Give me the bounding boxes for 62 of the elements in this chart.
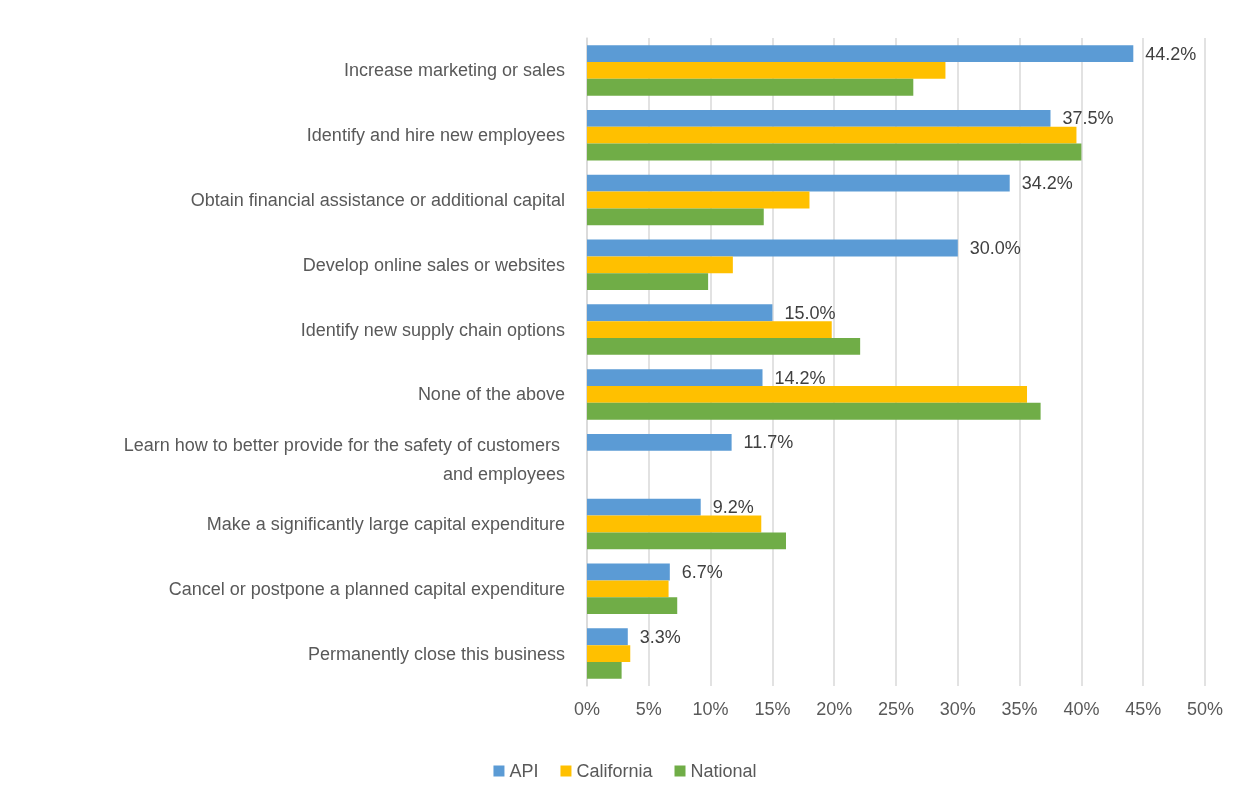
data-label: 11.7% xyxy=(743,432,794,453)
bar xyxy=(587,273,709,291)
x-tick-label: 30% xyxy=(939,699,976,719)
bar xyxy=(587,61,946,79)
legend-label: California xyxy=(576,761,654,781)
bar xyxy=(587,239,958,257)
legend-label: National xyxy=(690,761,757,781)
data-label: 30.0% xyxy=(969,237,1021,258)
bar xyxy=(587,385,1028,403)
bar xyxy=(587,645,631,663)
y-tick-label: Obtain financial assistance or additional capital xyxy=(190,190,565,210)
bar xyxy=(587,628,628,646)
x-tick-label: 0% xyxy=(573,699,601,719)
bar xyxy=(587,338,861,355)
y-tick-label: Develop online sales or websites xyxy=(302,254,565,275)
bar xyxy=(587,143,1082,161)
data-label: 6.7% xyxy=(681,561,723,582)
x-tick-label: 50% xyxy=(1186,699,1224,719)
bar xyxy=(587,304,773,322)
bar xyxy=(587,45,1134,62)
bar xyxy=(587,78,914,96)
x-tick-label: 15% xyxy=(754,699,791,719)
bar xyxy=(587,321,832,339)
bar xyxy=(587,532,786,550)
x-tick-label: 45% xyxy=(1125,699,1162,719)
x-tick-label: 20% xyxy=(816,699,853,719)
data-label: 3.3% xyxy=(639,626,681,647)
y-tick-label: Identify new supply chain options xyxy=(300,319,565,340)
bar xyxy=(587,402,1041,420)
x-tick-label: 5% xyxy=(635,699,662,719)
bar xyxy=(587,191,810,209)
y-tick-label: Make a significantly large capital expenditure xyxy=(206,514,565,534)
x-tick-label: 40% xyxy=(1063,699,1100,719)
bar xyxy=(587,580,669,598)
x-tick-label: 35% xyxy=(1001,699,1038,719)
bar xyxy=(587,256,733,274)
bar xyxy=(587,109,1051,127)
legend-label: API xyxy=(509,761,539,781)
y-tick-label: Permanently close this business xyxy=(307,643,565,664)
bar xyxy=(587,515,762,533)
y-tick-label: None of the above xyxy=(417,384,565,405)
x-tick-label: 25% xyxy=(877,699,915,719)
data-label: 15.0% xyxy=(784,302,836,323)
bar xyxy=(587,126,1077,144)
y-tick-label: Learn how to better provide for the safety of customers and employees xyxy=(123,434,565,484)
y-tick-label: Cancel or postpone a planned capital expenditure xyxy=(168,578,565,599)
bar xyxy=(587,433,732,451)
bar xyxy=(587,369,763,386)
bar xyxy=(587,597,678,615)
bar xyxy=(587,662,622,679)
bar xyxy=(587,563,670,581)
x-tick-label: 10% xyxy=(692,699,729,719)
y-tick-label: Increase marketing or sales xyxy=(343,60,565,81)
bar xyxy=(587,208,764,226)
data-label: 34.2% xyxy=(1021,173,1073,194)
data-label: 14.2% xyxy=(774,367,826,388)
bar xyxy=(587,498,701,516)
data-label: 37.5% xyxy=(1062,108,1114,129)
y-tick-label: Identify and hire new employees xyxy=(306,125,565,146)
data-label: 9.2% xyxy=(712,497,754,518)
bar xyxy=(587,174,1010,192)
data-label: 44.2% xyxy=(1145,43,1197,64)
